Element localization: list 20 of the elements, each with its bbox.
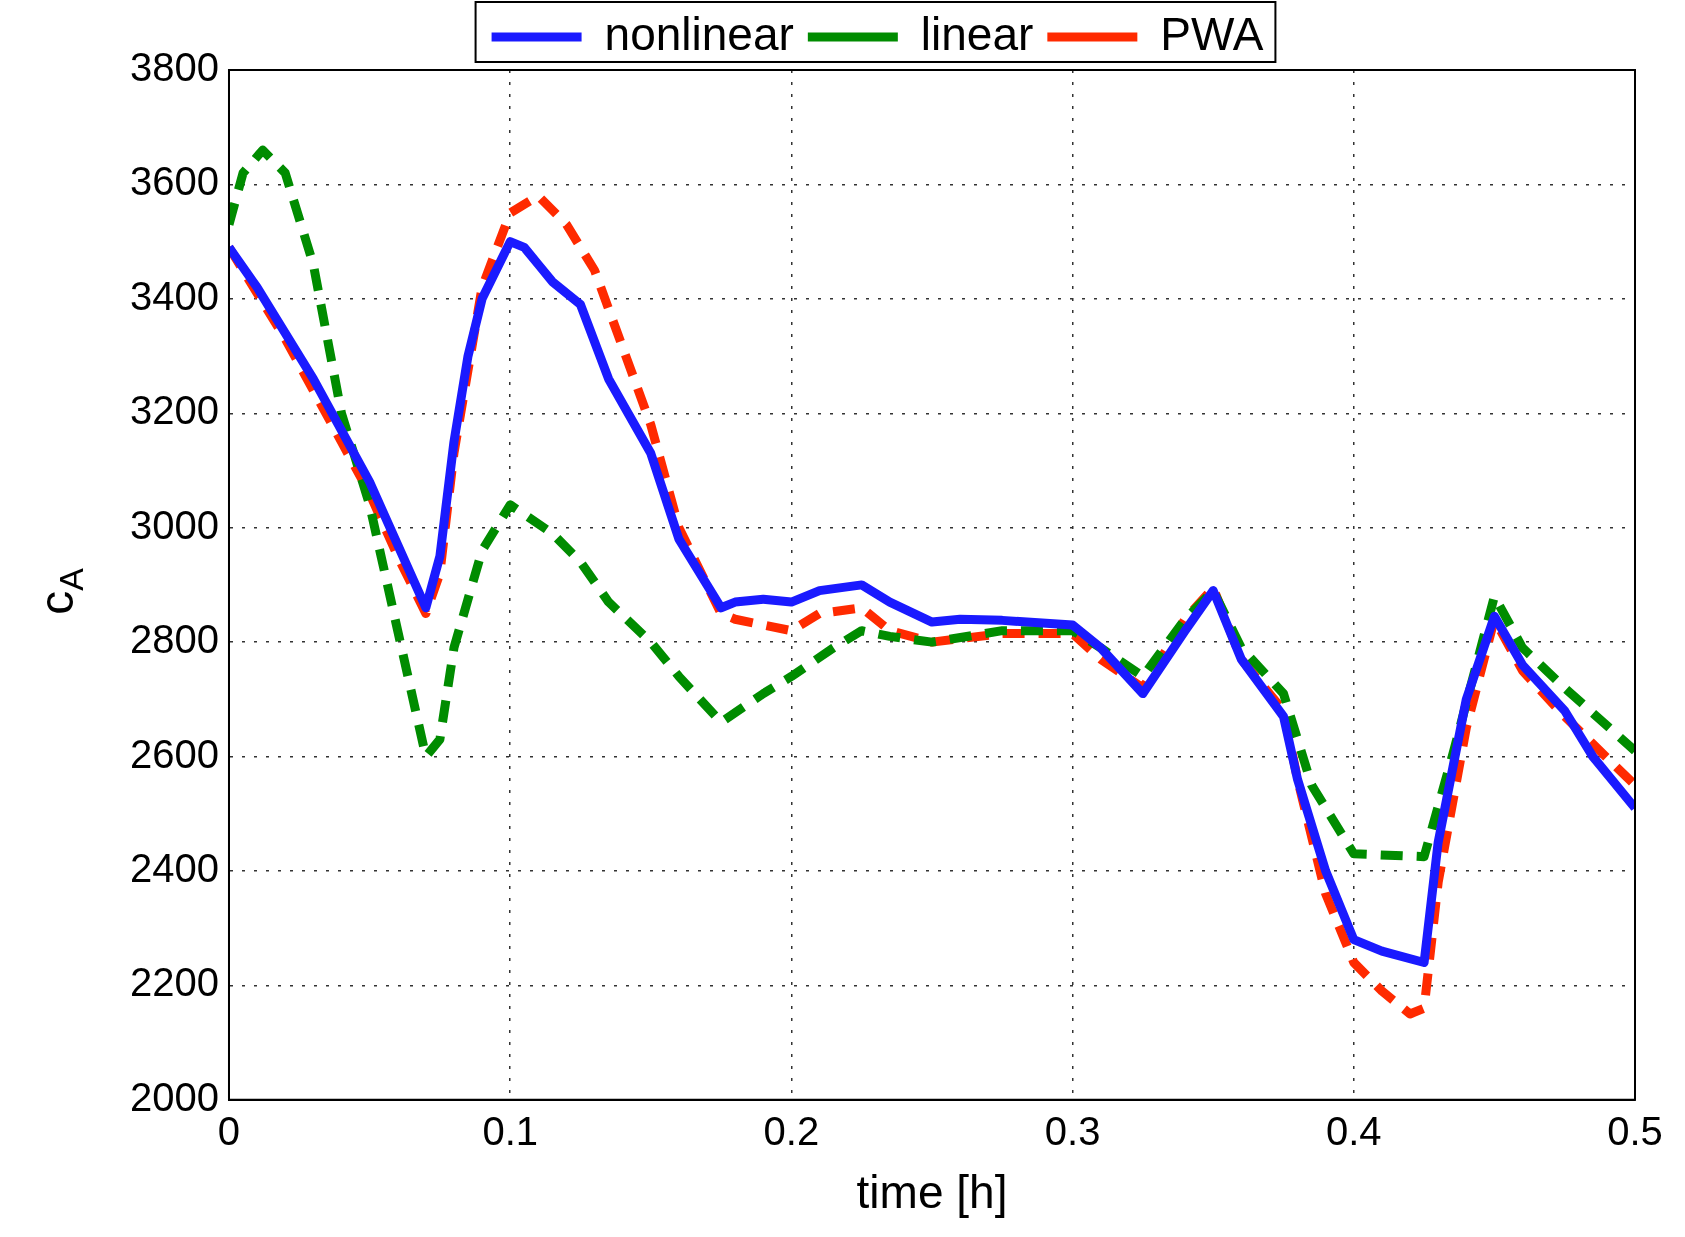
legend-label: nonlinear bbox=[604, 7, 794, 60]
x-tick-label: 0.1 bbox=[482, 1108, 538, 1153]
y-tick-label: 3200 bbox=[130, 388, 219, 433]
x-tick-label: 0.5 bbox=[1607, 1108, 1663, 1153]
legend-label: linear bbox=[920, 7, 1034, 60]
y-tick-label: 2200 bbox=[130, 960, 219, 1005]
x-tick-label: 0.3 bbox=[1044, 1108, 1101, 1153]
x-tick-label: 0 bbox=[217, 1108, 241, 1153]
x-axis-title: time [h] bbox=[856, 1166, 1008, 1219]
y-tick-label: 3400 bbox=[130, 273, 219, 318]
y-tick-label: 2600 bbox=[130, 731, 219, 776]
y-tick-label: 2400 bbox=[130, 845, 219, 890]
y-tick-label: 2800 bbox=[130, 617, 219, 662]
y-tick-label: 3000 bbox=[130, 502, 219, 547]
y-tick-label: 2000 bbox=[130, 1074, 219, 1119]
y-tick-label: 3600 bbox=[130, 159, 219, 204]
legend-label: PWA bbox=[1160, 7, 1264, 60]
x-tick-label: 0.4 bbox=[1325, 1108, 1382, 1153]
x-tick-label: 0.2 bbox=[763, 1108, 820, 1153]
y-tick-label: 3800 bbox=[130, 45, 219, 90]
